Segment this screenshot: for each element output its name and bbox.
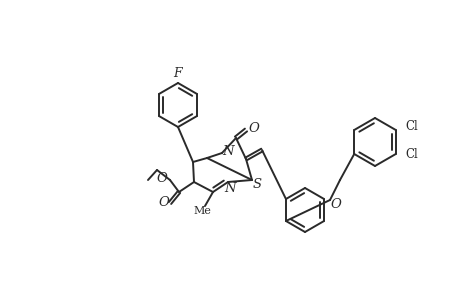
Text: Me: Me (193, 206, 211, 216)
Text: O: O (248, 122, 259, 134)
Text: N: N (224, 182, 235, 194)
Text: Cl: Cl (405, 148, 418, 160)
Text: F: F (174, 67, 182, 80)
Text: N: N (222, 145, 233, 158)
Text: O: O (156, 172, 167, 185)
Text: O: O (330, 197, 341, 211)
Text: O: O (158, 196, 169, 209)
Text: S: S (252, 178, 261, 191)
Text: Cl: Cl (405, 119, 418, 133)
